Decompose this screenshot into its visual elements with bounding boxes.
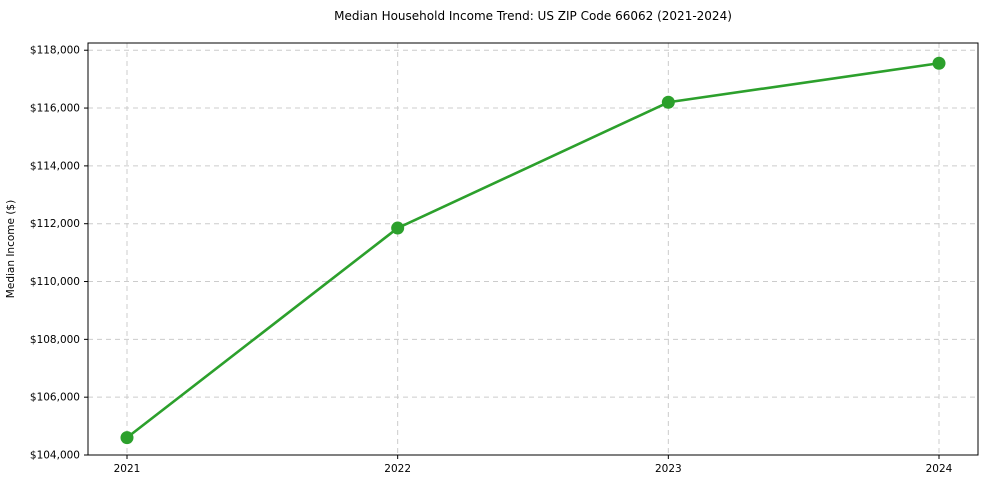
x-axis-ticks: 2021 2022 2023 2024 <box>114 455 953 475</box>
data-point-2021 <box>120 431 134 445</box>
chart-title: Median Household Income Trend: US ZIP Co… <box>334 9 732 23</box>
data-point-2023 <box>661 95 675 109</box>
data-series <box>120 56 946 445</box>
gridlines <box>88 43 978 456</box>
plot-border <box>87 42 979 456</box>
y-tick-label: $116,000 <box>30 103 80 115</box>
y-tick-label: $108,000 <box>30 334 80 346</box>
y-axis-label: Median Income ($) <box>5 200 17 298</box>
data-point-2022 <box>391 221 405 235</box>
data-point-2024 <box>932 56 946 70</box>
x-tick-label: 2021 <box>114 463 141 475</box>
y-tick-label: $114,000 <box>30 160 80 172</box>
y-tick-label: $112,000 <box>30 218 80 230</box>
income-trend-line <box>125 61 941 439</box>
y-tick-label: $110,000 <box>30 276 80 288</box>
x-tick-label: 2022 <box>384 463 411 475</box>
y-axis-ticks: $104,000 $106,000 $108,000 $110,000 $112,000… <box>30 45 88 462</box>
y-tick-label: $118,000 <box>30 45 80 57</box>
y-tick-label: $106,000 <box>30 392 80 404</box>
x-tick-label: 2023 <box>655 463 682 475</box>
x-tick-label: 2024 <box>926 463 953 475</box>
y-tick-label: $104,000 <box>30 450 80 462</box>
